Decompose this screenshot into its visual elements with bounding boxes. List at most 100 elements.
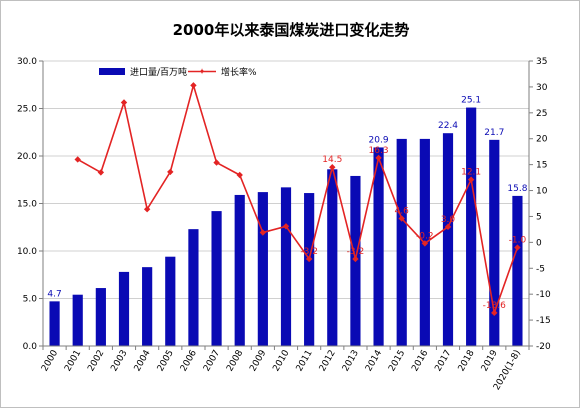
import-bar: [304, 193, 315, 346]
growth-point: [444, 223, 452, 231]
growth-value-label: -13.6: [483, 301, 507, 311]
bar-series: [49, 107, 523, 346]
growth-value-label: -1.0: [509, 236, 527, 246]
growth-point: [329, 164, 336, 171]
legend: 进口量/百万吨 ✦ 增长率%: [99, 66, 257, 78]
right-axis-tick-label: 30: [536, 83, 548, 93]
import-bar: [95, 288, 106, 346]
import-bar: [118, 271, 130, 346]
x-axis-tick-label: 2015: [387, 349, 407, 374]
x-axis-tick-label: 2007: [202, 349, 222, 374]
growth-point: [190, 82, 197, 89]
growth-value-label: 12.1: [461, 168, 481, 178]
import-bar: [489, 139, 500, 346]
import-bar: [49, 301, 60, 346]
legend-bar-label: 进口量/百万吨: [130, 66, 187, 78]
bar-value-label: 15.8: [507, 184, 527, 194]
chart-title: 2000年以来泰国煤炭进口变化走势: [173, 21, 410, 39]
growth-point: [398, 215, 405, 222]
legend-line-label: 增长率%: [221, 66, 257, 78]
x-axis-tick-label: 2010: [271, 348, 291, 373]
left-axis-tick-label: 30.0: [17, 57, 37, 67]
growth-point: [74, 156, 81, 163]
import-bar: [72, 294, 83, 346]
x-axis-tick-label: 2013: [341, 349, 361, 374]
right-axis-tick-label: -5: [536, 264, 545, 274]
import-bar: [373, 147, 384, 346]
x-axis-tick-label: 2001: [63, 349, 83, 374]
growth-point: [259, 229, 267, 236]
import-bar: [280, 187, 292, 346]
import-bar: [257, 192, 268, 346]
bar-value-label: 4.7: [47, 289, 61, 299]
bar-value-label: 25.1: [461, 96, 481, 106]
growth-value-label: -0.2: [416, 231, 434, 241]
growth-point: [305, 255, 313, 263]
right-axis-tick-label: 20: [536, 135, 548, 145]
left-axis-tick-label: 5.0: [23, 295, 38, 305]
import-bar: [327, 169, 338, 346]
left-axis-tick-label: 15.0: [17, 200, 37, 210]
right-axis-tick-label: 10: [536, 187, 548, 197]
growth-point: [514, 244, 521, 251]
growth-point: [491, 309, 498, 317]
growth-value-label: 16.3: [369, 146, 389, 156]
growth-point: [282, 223, 290, 230]
growth-value-label: 4.6: [395, 207, 410, 217]
import-bar: [165, 256, 176, 346]
import-bar: [396, 138, 407, 346]
right-axis-tick-label: 35: [536, 57, 547, 67]
x-axis-tick-label: 2004: [133, 348, 153, 373]
left-axis-tick-label: 25.0: [17, 105, 37, 115]
legend-line-marker: ✦: [198, 68, 206, 78]
x-axis-tick-label: 2000: [40, 348, 60, 373]
x-axis-tick-label: 2018: [457, 348, 477, 373]
import-bar: [211, 211, 222, 346]
x-axis-tick-label: 2017: [433, 349, 453, 374]
growth-point: [120, 99, 128, 106]
right-axis-tick-label: -10: [536, 290, 551, 300]
right-axis-tick-label: 5: [536, 212, 542, 222]
growth-point: [421, 240, 429, 247]
growth-point: [467, 176, 475, 183]
growth-point: [375, 154, 382, 162]
right-axis-tick-label: -20: [536, 342, 551, 352]
growth-point: [97, 169, 105, 176]
growth-point: [143, 206, 151, 213]
right-axis-tick-label: 15: [536, 161, 547, 171]
growth-line-series: [74, 82, 521, 317]
bar-value-label: 21.7: [484, 128, 504, 138]
left-axis-tick-label: 20.0: [17, 152, 37, 162]
x-axis-tick-label: 2016: [410, 348, 430, 373]
right-axis-tick-label: -15: [536, 316, 551, 326]
x-axis-tick-label: 2011: [295, 349, 315, 374]
import-bar: [512, 195, 523, 346]
left-axis-tick-label: 10.0: [17, 247, 37, 257]
right-axis-tick-label: 0: [536, 238, 542, 248]
x-axis-tick-label: 2006: [179, 348, 199, 373]
data-labels: 4.7 20.9 22.4 25.1 21.7 15.8 -3.2 14.5 -3.2 16.3 4…: [47, 96, 527, 311]
bar-value-label: 22.4: [438, 121, 458, 131]
import-bar: [442, 133, 454, 346]
import-bar: [142, 267, 153, 346]
growth-point: [236, 171, 243, 179]
growth-value-label: -3.2: [300, 247, 318, 257]
growth-point: [167, 168, 174, 176]
x-axis-tick-label: 2008: [225, 348, 245, 373]
x-axis-tick-label: 2019: [480, 348, 500, 373]
x-axis-tick-label: 2005: [156, 349, 176, 374]
import-bar: [188, 229, 199, 346]
x-axis-tick-label: 2009: [248, 348, 268, 373]
x-axis-tick-label: 2002: [86, 349, 106, 374]
left-axis-tick-label: 0.0: [23, 342, 38, 352]
growth-value-label: -3.2: [347, 247, 365, 257]
growth-value-label: 14.5: [322, 155, 342, 165]
growth-point: [213, 159, 220, 166]
x-axis-tick-label: 2012: [318, 349, 338, 374]
x-axis-tick-label: 2014: [364, 348, 384, 373]
import-bar: [234, 194, 245, 346]
legend-bar-swatch: [99, 68, 125, 75]
import-bar: [466, 107, 477, 346]
